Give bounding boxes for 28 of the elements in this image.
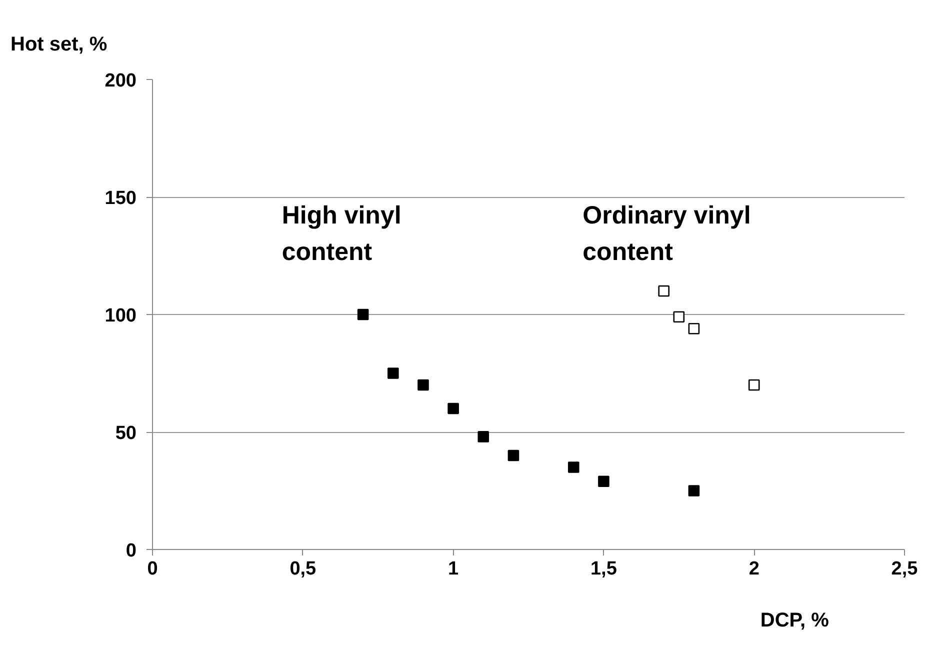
point: [418, 379, 429, 391]
point: [448, 402, 459, 414]
x-tick-label: 0: [147, 558, 158, 580]
x-tick-label: 1,5: [590, 558, 618, 580]
y-tick-label: 200: [104, 70, 136, 92]
x-tick-label: 2,5: [891, 558, 918, 580]
point: [568, 462, 580, 473]
point: [748, 379, 760, 391]
text: High vinyl content: [282, 202, 402, 266]
x-tick-label: 1: [448, 558, 460, 580]
point: [688, 322, 700, 334]
x-axis-title: DCP, %: [760, 610, 830, 632]
text: Ordinary vinyl content: [582, 202, 751, 266]
point: [658, 285, 670, 297]
point: [598, 476, 610, 487]
y-tick-label: 150: [104, 188, 136, 209]
x-tick-label: 0,5: [290, 558, 317, 580]
point: [387, 368, 399, 379]
y-axis-title: Hot set, %: [10, 34, 108, 56]
y-tick-label: 50: [115, 423, 137, 444]
x-tick-label: 2: [748, 558, 760, 580]
y-tick-label: 0: [126, 540, 137, 562]
point: [673, 311, 685, 322]
point: [508, 450, 520, 462]
y-tick-label: 100: [104, 306, 136, 326]
point: [357, 308, 369, 320]
point: [688, 485, 700, 496]
point: [478, 431, 490, 442]
